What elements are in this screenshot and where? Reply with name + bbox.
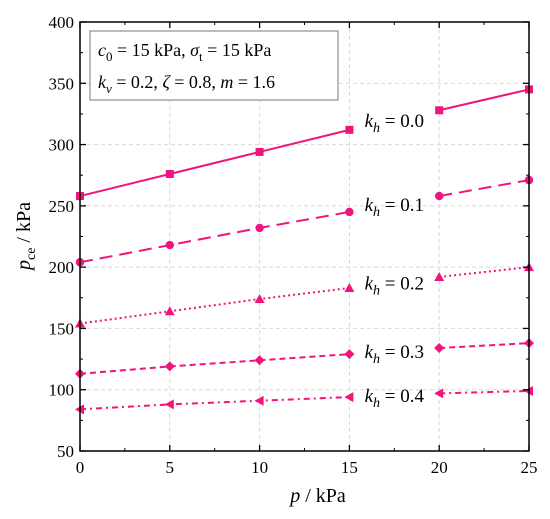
data-point-circle: [435, 191, 444, 201]
series-line-segment: [439, 266, 530, 278]
series-0: kh = 0.0: [76, 85, 533, 201]
parameter-line-1: c0 = 15 kPa, σt = 15 kPa: [98, 40, 271, 64]
y-tick-label: 300: [49, 136, 75, 155]
y-tick-label: 350: [49, 74, 75, 93]
series-line-segment: [79, 211, 350, 264]
tick-labels: 0 5 10 15 20 25 50 100 150 200 250 300 350 400: [49, 13, 538, 477]
ticks: [79, 21, 530, 452]
y-tick-label: 150: [49, 319, 75, 338]
series-line-segment: [79, 353, 350, 375]
data-point-triangle: [434, 271, 445, 281]
y-tick-label: 400: [49, 13, 75, 32]
x-tick-label: 25: [521, 458, 538, 477]
data-point-left-triangle: [164, 399, 174, 410]
series-label: kh = 0.4: [365, 386, 425, 411]
series-line-segment: [438, 88, 530, 112]
data-point-square: [345, 125, 354, 134]
x-tick-label: 5: [166, 458, 175, 477]
x-axis-label: p / kPa: [288, 485, 346, 507]
series-1: kh = 0.1: [75, 175, 534, 267]
data-point-left-triangle: [254, 395, 264, 406]
data-point-circle: [345, 207, 354, 217]
series-label: kh = 0.0: [365, 111, 424, 136]
data-point-triangle: [164, 306, 175, 316]
parameter-line-2: kv = 0.2, ζ = 0.8, m = 1.6: [98, 72, 275, 96]
series-line-segment: [79, 286, 350, 325]
x-tick-label: 0: [76, 458, 85, 477]
y-tick-label: 200: [49, 258, 75, 277]
parameter-box: c0 = 15 kPa, σt = 15 kPa kv = 0.2, ζ = 0…: [89, 30, 339, 101]
series-3: kh = 0.3: [75, 338, 534, 379]
x-tick-label: 10: [251, 458, 268, 477]
data-point-diamond: [434, 343, 445, 354]
series-line-segment: [439, 389, 530, 395]
series-line-segment: [79, 396, 350, 411]
data-point-diamond: [164, 361, 175, 372]
data-point-square: [435, 106, 444, 115]
data-point-diamond: [344, 349, 355, 360]
x-tick-label: 15: [341, 458, 358, 477]
data-point-triangle: [254, 294, 265, 304]
data-point-circle: [255, 223, 264, 233]
x-tick-label: 20: [431, 458, 448, 477]
data-point-square: [165, 169, 174, 178]
data-point-left-triangle: [434, 388, 444, 399]
y-tick-label: 50: [57, 442, 74, 461]
series-label: kh = 0.3: [365, 342, 424, 367]
series-line-segment: [439, 179, 530, 198]
y-tick-label: 100: [49, 381, 75, 400]
data-point-square: [255, 147, 264, 156]
series-line-segment: [439, 342, 530, 350]
series-layer: kh = 0.0 kh = 0.1 kh = 0.2 kh = 0.3 kh = 0.4: [75, 85, 534, 415]
data-point-diamond: [254, 355, 265, 366]
y-tick-label: 250: [49, 197, 75, 216]
y-axis-label: pce / kPa: [13, 202, 39, 272]
data-point-circle: [165, 240, 174, 250]
series-2: kh = 0.2: [75, 262, 534, 328]
series-label: kh = 0.1: [365, 195, 424, 220]
data-point-left-triangle: [344, 392, 354, 403]
data-point-triangle: [344, 282, 355, 292]
series-label: kh = 0.2: [365, 273, 424, 298]
series-line-segment: [79, 128, 350, 198]
